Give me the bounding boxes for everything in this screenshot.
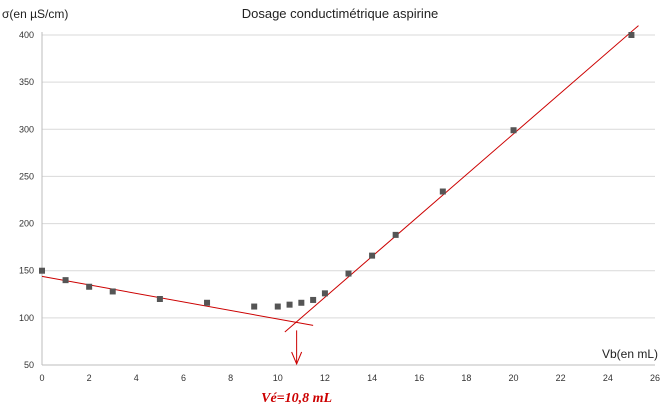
x-tick-label: 0 [39,373,44,383]
x-tick-label: 14 [367,373,377,383]
x-tick-label: 20 [509,373,519,383]
y-tick-label: 150 [19,266,34,276]
x-tick-label: 8 [228,373,233,383]
annotations: Vé=10,8 mL [261,330,332,406]
data-point [109,288,116,295]
x-tick-label: 26 [650,373,660,383]
data-point [286,301,293,308]
data-point [156,296,163,302]
arrow-head-icon [291,351,303,366]
data-point [369,252,376,259]
x-tick-label: 24 [603,373,613,383]
data-point [628,32,635,38]
y-tick-label: 300 [19,124,34,134]
x-tick-label: 6 [181,373,186,383]
data-point [204,299,211,306]
data-point [310,296,317,303]
y-tick-label: 250 [19,171,34,181]
equivalence-label: Vé=10,8 mL [261,391,332,406]
x-tick-label: 22 [556,373,566,383]
data-point [39,267,45,274]
x-tick-label: 18 [461,373,471,383]
data-point [274,303,281,310]
y-tick-label: 50 [24,360,34,370]
x-tick-label: 10 [273,373,283,383]
data-point [62,277,69,284]
y-tick-label: 200 [19,219,34,229]
data-point [321,290,328,297]
data-point [345,270,352,277]
data-point [392,231,399,238]
data-point [86,283,93,290]
x-tick-label: 16 [414,373,424,383]
fit-line [284,25,639,333]
data-points [39,32,635,310]
gridlines [42,34,655,366]
x-tick-label: 4 [134,373,139,383]
fit-lines [41,25,639,333]
y-tick-label: 400 [19,30,34,40]
y-axis-label: σ(en µS/cm) [2,7,68,21]
data-point [251,303,258,310]
x-axis-label: Vb(en mL) [602,347,658,361]
x-tick-label: 12 [320,373,330,383]
y-tick-label: 100 [19,313,34,323]
chart-title: Dosage conductimétrique aspirine [242,6,439,21]
axes [41,32,655,366]
data-point [510,127,517,134]
data-point [298,299,305,306]
data-point [439,188,446,195]
y-tick-label: 350 [19,77,34,87]
x-tick-label: 2 [87,373,92,383]
